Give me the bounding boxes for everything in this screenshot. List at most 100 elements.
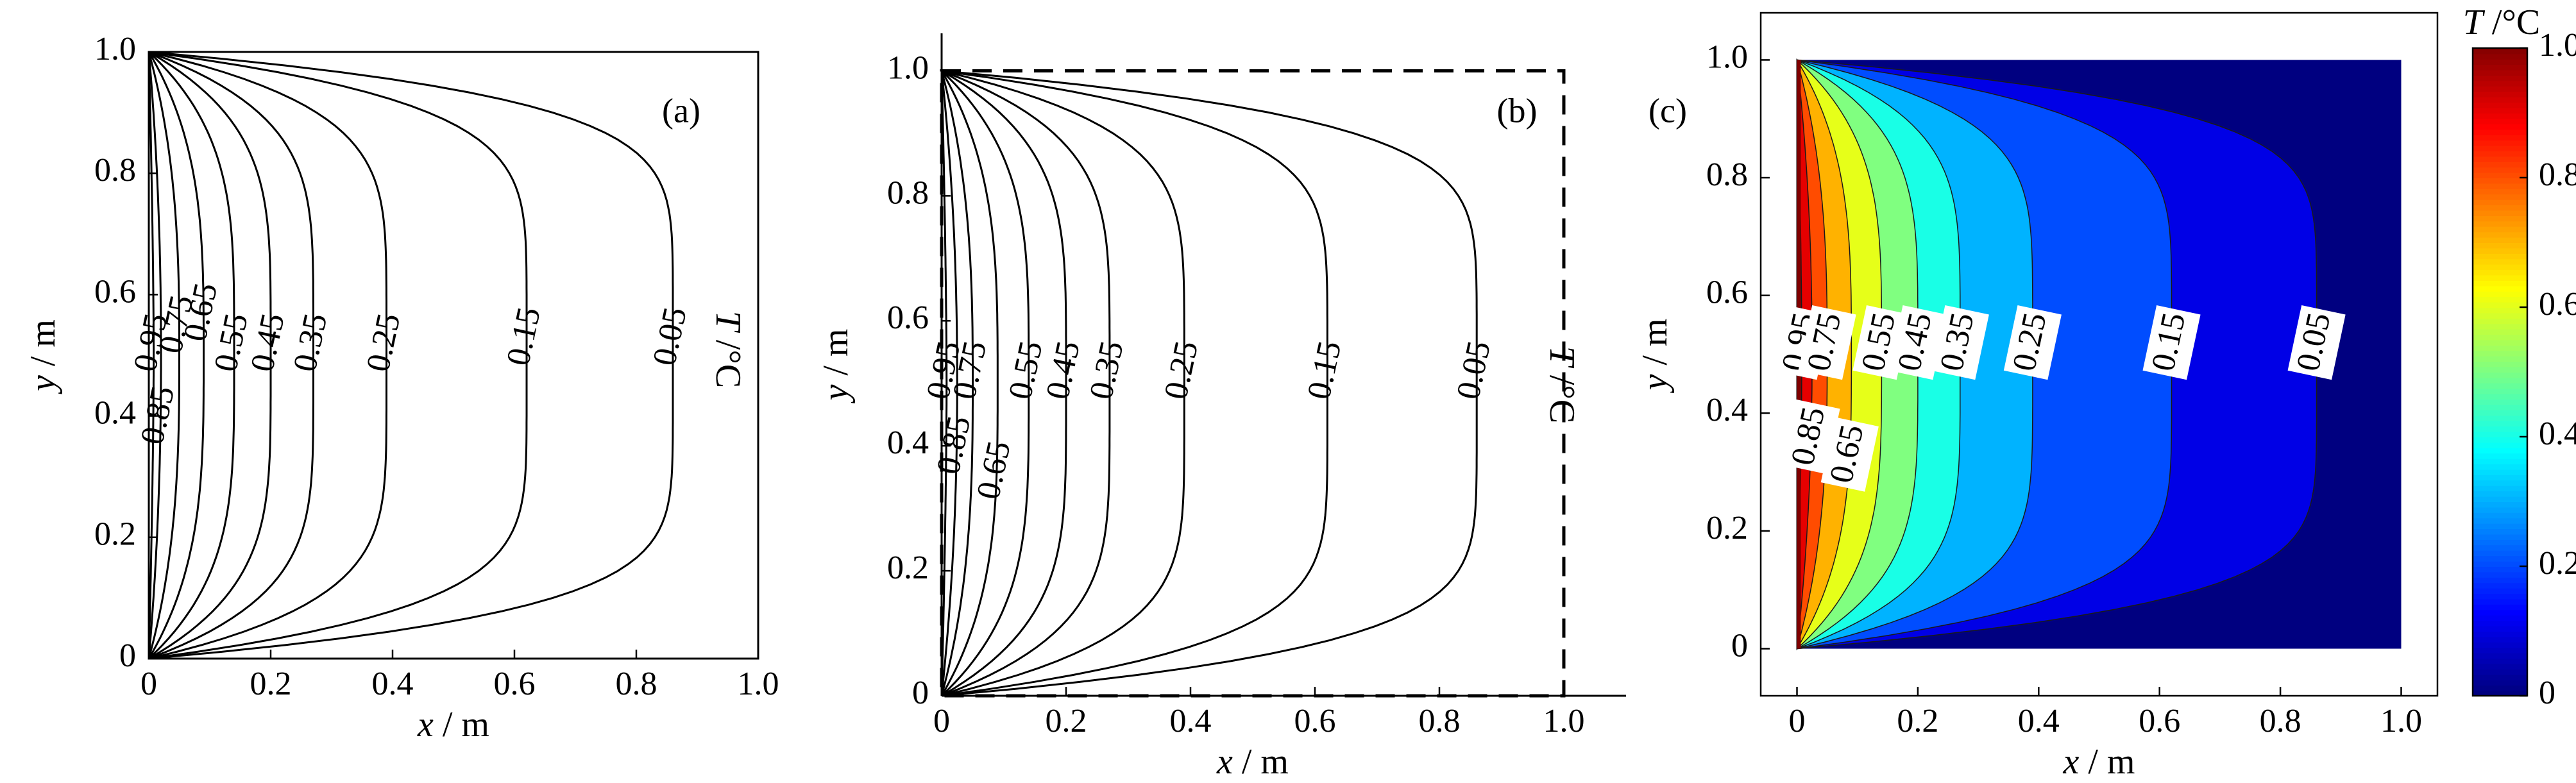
colorbar-swatch: [2473, 194, 2527, 200]
colorbar-swatch: [2473, 328, 2527, 335]
contour-line-0.55: [148, 51, 235, 660]
contour-label: 0.15: [500, 304, 548, 369]
colorbar-swatch: [2473, 123, 2527, 130]
colorbar-frame: [2471, 47, 2529, 697]
colorbar-swatch: [2473, 53, 2527, 60]
contour-label: 0.35: [1083, 338, 1131, 403]
contour-label-box: [1888, 305, 1947, 380]
y-axis-title: y / m: [1635, 319, 1675, 394]
contour-line-0.85: [148, 51, 162, 659]
contour-legend-label-var: T: [1542, 346, 1582, 369]
contour-line-0.35: [941, 70, 1111, 697]
colorbar-swatch: [2473, 447, 2527, 454]
y-tick-label: 0: [1731, 627, 1748, 664]
colorbar-swatch: [2473, 442, 2527, 448]
colorbar-swatch: [2473, 237, 2527, 243]
colorbar-swatch: [2473, 550, 2527, 557]
colorbar-swatch: [2473, 539, 2527, 546]
colorbar-title-var: T: [2463, 3, 2486, 42]
colorbar-swatch: [2473, 555, 2527, 562]
colorbar-swatch: [2473, 118, 2527, 124]
colorbar-tick-label: 0.2: [2539, 545, 2576, 582]
colorbar-swatch: [2473, 226, 2527, 233]
colorbar-swatch: [2473, 512, 2527, 519]
x-tick-label: 1.0: [2380, 703, 2422, 739]
colorbar-swatch: [2473, 566, 2527, 573]
colorbar-swatch: [2473, 156, 2527, 162]
y-tick-label: 0.2: [94, 516, 136, 553]
colorbar-swatch: [2473, 361, 2527, 367]
colorbar-swatch: [2473, 372, 2527, 378]
contour-line-0.35: [148, 51, 314, 660]
y-tick-label: 0.6: [887, 299, 929, 336]
colorbar-title: T /°C: [2463, 3, 2540, 42]
colorbar-swatch: [2473, 242, 2527, 249]
y-tick-label: 0.6: [1706, 274, 1748, 311]
colorbar-swatch: [2473, 609, 2527, 616]
colorbar-swatch: [2473, 258, 2527, 265]
contour-label-box: [1820, 417, 1879, 492]
y-tick-label: 0.8: [887, 174, 929, 211]
colorbar-swatch: [2473, 382, 2527, 389]
contour-label: 0.65: [970, 438, 1018, 503]
y-tick-label: 0.6: [94, 273, 136, 310]
contour-line-0.15: [941, 70, 1328, 697]
colorbar-swatch: [2473, 301, 2527, 308]
colorbar-swatch: [2473, 528, 2527, 535]
colorbar-swatch: [2473, 485, 2527, 492]
y-axis-title-unit: / m: [23, 319, 63, 375]
contour-labels: 0.950.850.750.650.550.450.35 0.25 0.15 0.05: [1772, 305, 2346, 492]
contour-line-0.05: [148, 51, 674, 660]
colorbar-tick-label: 0.6: [2539, 286, 2576, 323]
colorbar-swatch: [2473, 469, 2527, 475]
colorbar-swatch: [2473, 625, 2527, 632]
panel-tag: (b): [1497, 91, 1538, 130]
x-tick-label: 1.0: [1543, 703, 1585, 739]
colorbar-swatch: [2473, 388, 2527, 394]
y-axis-title-var: y: [23, 375, 63, 394]
colorbar-swatch: [2473, 107, 2527, 114]
colorbar-swatch: [2473, 167, 2527, 173]
contour-label-box: [2287, 305, 2346, 380]
colorbar: 00.20.40.60.81.0T /°C: [2463, 3, 2576, 711]
colorbar-swatch: [2473, 577, 2527, 584]
colorbar-swatch: [2473, 75, 2527, 81]
contour-line-0.05: [941, 70, 1478, 697]
colorbar-swatch: [2473, 377, 2527, 383]
contour-label: 0.35: [287, 310, 335, 375]
contour-line-0.65: [940, 70, 999, 696]
colorbar-swatch: [2473, 344, 2527, 351]
x-tick-label: 0.2: [1046, 703, 1087, 739]
colorbar-swatch: [2473, 603, 2527, 610]
axes: 00 0.2 0.2 0.4 0.4 0.6 0.6 0.8 0.8 1.0 1.0: [887, 33, 1626, 739]
colorbar-title-unit: /°C: [2483, 3, 2540, 42]
chart-panel-a: 0.950.850.750.650.550.450.35 0.25 0.15 0.05…: [23, 31, 779, 745]
y-tick-label: 0.4: [94, 395, 136, 432]
colorbar-swatch: [2473, 458, 2527, 465]
colorbar-swatch: [2473, 290, 2527, 298]
x-axis-title-var: x: [417, 705, 434, 745]
colorbar-swatch: [2473, 205, 2527, 211]
panel-tag: (c): [1648, 91, 1687, 130]
colorbar-swatch: [2473, 96, 2527, 103]
contour-labels: 0.950.850.750.650.550.450.35 0.25 0.15 0.05: [127, 280, 694, 448]
colorbar-swatch: [2473, 274, 2527, 281]
colorbar-swatch: [2473, 620, 2527, 627]
x-tick-label: 0.6: [494, 666, 536, 702]
contour-label: 0.15: [1301, 338, 1349, 403]
colorbar-swatch: [2473, 134, 2527, 141]
colorbar-swatch: [2473, 339, 2527, 346]
colorbar-swatch: [2473, 323, 2527, 330]
contour-legend-label: T /°C: [708, 311, 748, 388]
colorbar-swatch: [2473, 668, 2527, 675]
colorbar-swatch: [2473, 221, 2527, 227]
axes: 00 0.2 0.2 0.4 0.4 0.6 0.6 0.8 0.8 1.0 1.0: [94, 31, 779, 702]
colorbar-swatch: [2473, 582, 2527, 589]
y-axis-title: y / m: [816, 329, 856, 404]
chart-panel-b: 0.950.850.750.650.550.450.35 0.25 0.15 0.05…: [816, 33, 1626, 782]
colorbar-swatch: [2473, 399, 2527, 405]
colorbar-swatch: [2473, 491, 2527, 497]
contour-line-0.55: [940, 70, 1030, 697]
y-tick-label: 1.0: [887, 49, 929, 86]
contour-label-box: [2003, 305, 2062, 380]
